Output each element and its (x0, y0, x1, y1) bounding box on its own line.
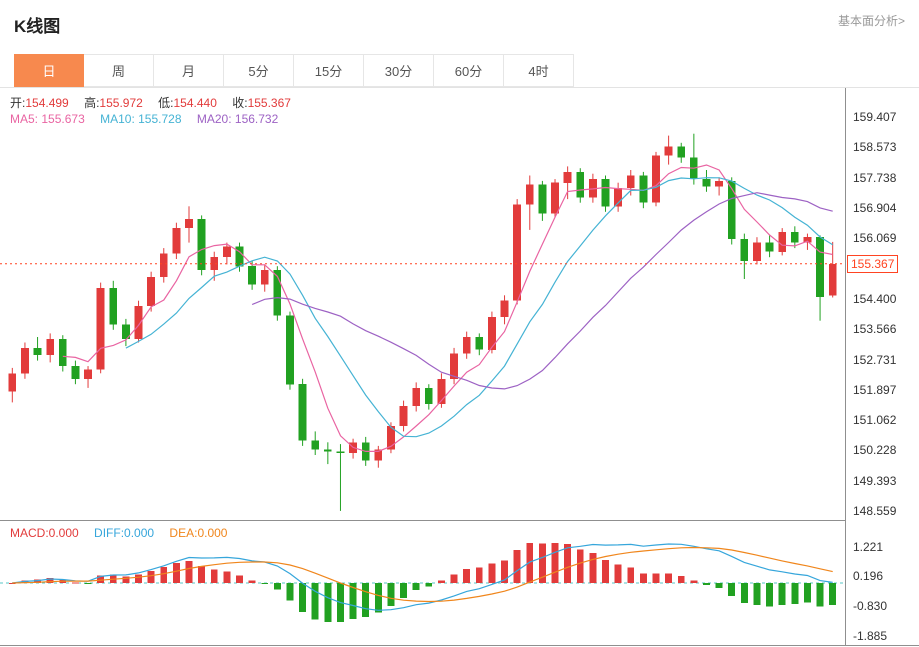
dea-label: DEA: (169, 526, 198, 540)
tab-week[interactable]: 周 (84, 54, 154, 87)
tab-15min[interactable]: 15分 (294, 54, 364, 87)
low-readout: 低:154.440 (158, 96, 217, 110)
close-readout: 收:155.367 (232, 96, 291, 110)
price-axis-tick: 148.559 (853, 504, 897, 518)
price-axis-tick: 158.573 (853, 140, 897, 154)
close-value: 155.367 (247, 96, 291, 110)
page-header: K线图 基本面分析> (0, 0, 919, 54)
open-value: 154.499 (25, 96, 69, 110)
tab-4hour[interactable]: 4时 (504, 54, 574, 87)
macd-label: MACD: (10, 526, 49, 540)
price-axis-tick: 152.731 (853, 353, 897, 367)
charts-column: 开:154.499 高:155.972 低:154.440 收:155.367 … (0, 88, 845, 645)
current-price-tag: 155.367 (847, 255, 899, 273)
low-label: 低: (158, 96, 174, 110)
price-axis-tick: 157.738 (853, 171, 897, 185)
macd-panel[interactable]: MACD:0.000 DIFF:0.000 DEA:0.000 (0, 520, 845, 646)
period-tabs: 日周月 5分 15分 30分 60分 4时 (0, 54, 919, 88)
tab-month[interactable]: 月 (154, 54, 224, 87)
ma10-readout: MA10: 155.728 (100, 112, 181, 126)
macd-axis-tick: 1.221 (853, 540, 884, 554)
ma5-readout: MA5: 155.673 (10, 112, 85, 126)
macd-chart[interactable] (0, 521, 845, 647)
price-axis: 159.407 158.573 157.738 156.904 156.069 154.4… (845, 88, 919, 645)
price-axis-tick: 151.897 (853, 383, 897, 397)
close-label: 收: (232, 96, 248, 110)
dea-value: 0.000 (197, 526, 228, 540)
ma-readout: MA5: 155.673 MA10: 155.728 MA20: 156.732 (10, 112, 290, 126)
fundamental-analysis-link[interactable]: 基本面分析> (837, 14, 905, 28)
page-title: K线图 (14, 17, 61, 36)
high-value: 155.972 (99, 96, 143, 110)
price-axis-tick: 151.062 (853, 413, 897, 427)
ma10-label: MA10: (100, 112, 135, 126)
tab-day[interactable]: 日 (14, 54, 84, 87)
ma5-value: 155.673 (41, 112, 85, 126)
price-axis-tick: 154.400 (853, 292, 897, 306)
price-axis-tick: 153.566 (853, 322, 897, 336)
macd-axis-tick: -0.830 (853, 599, 888, 613)
dea-value-readout: DEA:0.000 (169, 526, 227, 540)
ma10-value: 155.728 (138, 112, 182, 126)
ma20-value: 156.732 (234, 112, 279, 126)
ohlc-readout: 开:154.499 高:155.972 低:154.440 收:155.367 (10, 94, 303, 111)
price-axis-tick: 149.393 (853, 474, 897, 488)
chart-area: 开:154.499 高:155.972 低:154.440 收:155.367 … (0, 88, 919, 646)
macd-value: 0.000 (48, 526, 79, 540)
macd-axis-tick: 0.196 (853, 569, 884, 583)
diff-label: DIFF: (94, 526, 125, 540)
low-value: 154.440 (173, 96, 217, 110)
macd-axis-tick: -1.885 (853, 629, 888, 643)
price-axis-tick: 156.069 (853, 231, 897, 245)
price-axis-tick: 156.904 (853, 201, 897, 215)
macd-value-readout: MACD:0.000 (10, 526, 79, 540)
diff-value: 0.000 (124, 526, 155, 540)
high-label: 高: (84, 96, 100, 110)
tab-5min[interactable]: 5分 (224, 54, 294, 87)
open-label: 开: (10, 96, 26, 110)
price-axis-tick: 150.228 (853, 443, 897, 457)
tab-60min[interactable]: 60分 (434, 54, 504, 87)
ma5-label: MA5: (10, 112, 39, 126)
candlestick-panel[interactable]: 开:154.499 高:155.972 低:154.440 收:155.367 … (0, 88, 845, 520)
high-readout: 高:155.972 (84, 96, 143, 110)
macd-readout: MACD:0.000 DIFF:0.000 DEA:0.000 (10, 526, 239, 540)
tab-30min[interactable]: 30分 (364, 54, 434, 87)
candlestick-chart[interactable] (0, 88, 845, 520)
price-axis-tick: 159.407 (853, 110, 897, 124)
ma20-readout: MA20: 156.732 (197, 112, 278, 126)
open-readout: 开:154.499 (10, 96, 69, 110)
diff-value-readout: DIFF:0.000 (94, 526, 154, 540)
ma20-label: MA20: (196, 112, 232, 126)
